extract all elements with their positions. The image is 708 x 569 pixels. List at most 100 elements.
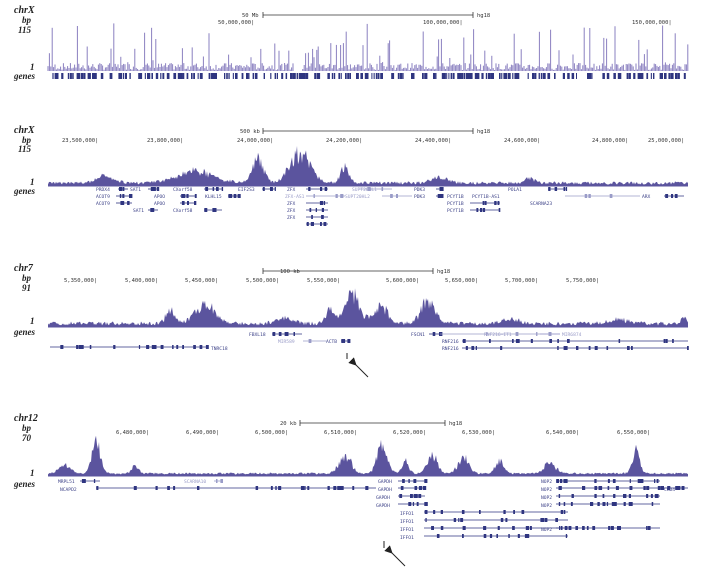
gene-exon bbox=[609, 194, 613, 198]
gene-exon bbox=[674, 194, 678, 198]
gene-labels: PRDX4 ACOT9 ACOT9 SAT1 SAT1 APOO APOO CX… bbox=[96, 187, 651, 221]
gene-block bbox=[199, 73, 203, 79]
gene-exon bbox=[324, 187, 327, 191]
gene-block bbox=[675, 73, 678, 79]
tick-label: 25,000,000| bbox=[648, 138, 684, 144]
gene-exon bbox=[594, 479, 597, 483]
gene-block bbox=[252, 73, 254, 79]
gene-label: SAT1 bbox=[133, 208, 144, 214]
gene-exon bbox=[624, 494, 627, 498]
gene-exon bbox=[536, 332, 538, 336]
gene-block bbox=[664, 73, 667, 79]
gene-exon bbox=[308, 339, 311, 343]
gene-block bbox=[294, 73, 296, 79]
tick-label: 5,750,000| bbox=[566, 278, 599, 284]
gene-block bbox=[639, 73, 643, 79]
coverage-area bbox=[48, 435, 688, 476]
gene-exon bbox=[483, 526, 486, 530]
tick-label: 6,510,000| bbox=[324, 430, 357, 436]
ticks: 23,500,000| 23,800,000| 24,000,000| 24,2… bbox=[62, 138, 684, 144]
gene-exon bbox=[483, 534, 487, 538]
gene-exon bbox=[381, 187, 384, 191]
tick-label: 6,540,000| bbox=[546, 430, 579, 436]
gene-block bbox=[402, 73, 404, 79]
gene-block bbox=[444, 73, 446, 79]
gene-exon bbox=[323, 201, 326, 205]
gene-exon bbox=[194, 194, 197, 198]
gene-exon bbox=[437, 194, 441, 198]
chrom-label: chrX bbox=[14, 125, 35, 136]
gene-exon bbox=[413, 479, 417, 483]
gene-exon bbox=[608, 526, 611, 530]
gene-exon bbox=[150, 187, 154, 191]
gene-exon bbox=[623, 502, 626, 506]
gene-block bbox=[224, 73, 226, 79]
gene-exon bbox=[560, 510, 564, 514]
gene-exon bbox=[629, 486, 633, 490]
max-label: 115 bbox=[18, 25, 32, 35]
gene-exon bbox=[628, 494, 631, 498]
gene-exon bbox=[631, 502, 633, 506]
gene-block bbox=[232, 73, 234, 79]
gene-exon bbox=[146, 345, 150, 349]
gene-label: PDK3 bbox=[414, 194, 425, 200]
scale-bar: 500 kb hg18 bbox=[240, 128, 490, 135]
gene-block bbox=[477, 73, 480, 79]
panel-chr7-region: chr7 bp 91 1 genes 100 kb hg18 5,350,000… bbox=[13, 263, 689, 378]
gene-exon bbox=[413, 494, 417, 498]
gene-block bbox=[213, 73, 216, 79]
gene-exon bbox=[129, 194, 132, 198]
gene-block bbox=[349, 73, 351, 79]
gene-exon bbox=[606, 346, 609, 350]
gene-block bbox=[81, 73, 84, 79]
gene-exon bbox=[618, 526, 621, 530]
gene-label: GAPDH bbox=[378, 479, 392, 485]
gene-exon bbox=[517, 534, 520, 538]
gene-block bbox=[177, 73, 181, 79]
gene-exon bbox=[559, 479, 563, 483]
coverage-track bbox=[48, 288, 688, 328]
gene-block bbox=[380, 73, 383, 79]
gene-exon bbox=[275, 486, 277, 490]
gene-exon bbox=[284, 332, 288, 336]
gene-exon bbox=[600, 486, 603, 490]
gene-block bbox=[567, 73, 570, 79]
scale-label: 500 kb bbox=[240, 129, 260, 135]
gene-block bbox=[391, 73, 395, 79]
gene-label: IFFO1 bbox=[400, 519, 414, 525]
gene-exon bbox=[618, 339, 621, 343]
bp-label: bp bbox=[22, 423, 32, 433]
gene-label: ACTB bbox=[326, 339, 337, 345]
genes-label: genes bbox=[13, 479, 35, 489]
gene-label: NOP2 bbox=[541, 487, 552, 493]
tick-label: 100,000,000| bbox=[423, 20, 463, 26]
gene-exon bbox=[665, 194, 669, 198]
gene-block bbox=[345, 73, 347, 79]
gene-block bbox=[191, 73, 193, 79]
gene-exon bbox=[120, 187, 123, 191]
gene-exon bbox=[667, 486, 671, 490]
gene-exon bbox=[613, 494, 616, 498]
gene-exon bbox=[119, 194, 122, 198]
gene-block bbox=[270, 73, 272, 79]
gene-exon bbox=[462, 339, 466, 343]
gene-exon bbox=[89, 345, 92, 349]
gene-block bbox=[87, 73, 91, 79]
gene-exon bbox=[592, 526, 596, 530]
gene-exon bbox=[521, 510, 525, 514]
gene-exon bbox=[274, 187, 276, 191]
gene-label: ACOT9 bbox=[96, 194, 110, 200]
gene-exon bbox=[323, 222, 327, 226]
gene-block bbox=[120, 73, 122, 79]
gene-exon bbox=[672, 339, 674, 343]
gene-exon bbox=[410, 494, 413, 498]
gene-exon bbox=[475, 346, 477, 350]
gene-block bbox=[481, 73, 484, 79]
gene-exon bbox=[588, 346, 591, 350]
gene-block bbox=[540, 73, 543, 79]
gene-exon bbox=[340, 194, 344, 198]
gene-exon bbox=[637, 479, 641, 483]
gene-exon bbox=[513, 510, 515, 514]
gene-block bbox=[668, 73, 671, 79]
gene-exon bbox=[309, 208, 312, 212]
